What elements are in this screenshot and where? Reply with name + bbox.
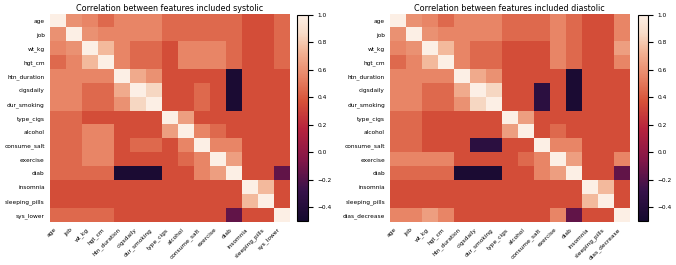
Title: Correlation between features included systolic: Correlation between features included sy… [76,4,263,13]
Title: Correlation between features included diastolic: Correlation between features included di… [414,4,605,13]
